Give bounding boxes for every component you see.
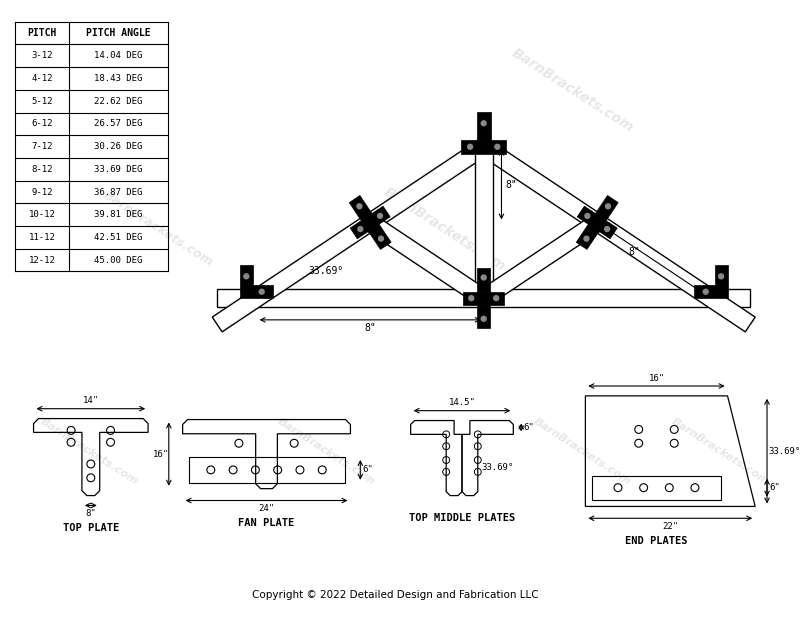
Text: PITCH ANGLE: PITCH ANGLE — [86, 28, 150, 38]
Text: 18.43 DEG: 18.43 DEG — [94, 74, 142, 83]
Polygon shape — [463, 292, 505, 305]
Text: 3-12: 3-12 — [31, 51, 53, 61]
Polygon shape — [461, 140, 506, 154]
Text: BarnBrackets.com: BarnBrackets.com — [532, 416, 633, 486]
Text: 39.81 DEG: 39.81 DEG — [94, 210, 142, 219]
Circle shape — [584, 236, 589, 241]
Circle shape — [259, 289, 264, 294]
Text: FAN PLATE: FAN PLATE — [238, 519, 294, 528]
Circle shape — [482, 121, 486, 125]
Text: 14.5": 14.5" — [449, 398, 475, 407]
Polygon shape — [576, 224, 599, 250]
Text: 16": 16" — [153, 450, 169, 459]
Text: 4-12: 4-12 — [31, 74, 53, 83]
Text: 14": 14" — [82, 396, 99, 405]
Text: 9-12: 9-12 — [31, 187, 53, 197]
Text: 6": 6" — [363, 465, 374, 475]
Text: 22": 22" — [662, 522, 678, 531]
Circle shape — [378, 236, 383, 241]
Text: 11-12: 11-12 — [29, 233, 55, 242]
Text: 12-12: 12-12 — [29, 256, 55, 265]
Text: BarnBrackets.com: BarnBrackets.com — [381, 184, 508, 274]
Polygon shape — [578, 206, 618, 239]
Text: TOP PLATE: TOP PLATE — [62, 523, 119, 533]
Text: 8": 8" — [629, 247, 641, 258]
Text: 14.04 DEG: 14.04 DEG — [94, 51, 142, 61]
Circle shape — [585, 213, 590, 218]
Text: 24": 24" — [258, 504, 274, 513]
Text: END PLATES: END PLATES — [626, 536, 688, 546]
Polygon shape — [366, 215, 489, 305]
Polygon shape — [478, 268, 490, 292]
Text: 6-12: 6-12 — [31, 119, 53, 129]
Circle shape — [378, 213, 382, 218]
Circle shape — [703, 289, 708, 294]
Polygon shape — [350, 195, 372, 221]
Polygon shape — [217, 289, 750, 307]
Polygon shape — [477, 112, 490, 140]
Text: 30.26 DEG: 30.26 DEG — [94, 142, 142, 151]
Text: 6": 6" — [770, 483, 780, 492]
Text: 45.00 DEG: 45.00 DEG — [94, 256, 142, 265]
Text: 8": 8" — [86, 509, 96, 518]
Text: BarnBrackets.com: BarnBrackets.com — [275, 416, 376, 486]
Circle shape — [495, 145, 500, 149]
Text: 7-12: 7-12 — [31, 142, 53, 151]
Text: BarnBrackets.com: BarnBrackets.com — [101, 188, 215, 269]
Polygon shape — [240, 265, 274, 298]
Text: 6": 6" — [524, 423, 534, 432]
Text: BarnBrackets.com: BarnBrackets.com — [644, 248, 758, 329]
Text: 10-12: 10-12 — [29, 210, 55, 219]
Circle shape — [469, 295, 474, 300]
Polygon shape — [350, 206, 390, 239]
Text: 5-12: 5-12 — [31, 96, 53, 106]
Polygon shape — [369, 224, 391, 250]
Polygon shape — [478, 215, 602, 305]
Circle shape — [494, 295, 498, 300]
Circle shape — [606, 204, 610, 209]
Text: 8": 8" — [506, 180, 518, 190]
Text: TOP MIDDLE PLATES: TOP MIDDLE PLATES — [409, 514, 515, 523]
Polygon shape — [595, 195, 618, 221]
Polygon shape — [478, 305, 490, 328]
Text: Copyright © 2022 Detailed Design and Fabrication LLC: Copyright © 2022 Detailed Design and Fab… — [251, 590, 538, 600]
Polygon shape — [212, 140, 489, 332]
Circle shape — [357, 204, 362, 209]
Text: 22.62 DEG: 22.62 DEG — [94, 96, 142, 106]
Text: BarnBrackets.com: BarnBrackets.com — [670, 416, 771, 486]
Text: PITCH: PITCH — [27, 28, 57, 38]
Text: 8": 8" — [364, 323, 376, 332]
Circle shape — [482, 316, 486, 321]
Text: 33.69°: 33.69° — [482, 464, 514, 472]
Text: 33.69°: 33.69° — [308, 266, 343, 276]
Circle shape — [718, 274, 723, 279]
Polygon shape — [478, 140, 755, 332]
Text: 42.51 DEG: 42.51 DEG — [94, 233, 142, 242]
Text: 8-12: 8-12 — [31, 165, 53, 174]
Text: 16": 16" — [648, 374, 665, 383]
Polygon shape — [475, 147, 493, 298]
Polygon shape — [694, 265, 727, 298]
Circle shape — [482, 275, 486, 280]
Circle shape — [244, 274, 249, 279]
Circle shape — [358, 227, 362, 232]
Text: 36.87 DEG: 36.87 DEG — [94, 187, 142, 197]
Text: BarnBrackets.com: BarnBrackets.com — [38, 416, 139, 486]
Text: 26.57 DEG: 26.57 DEG — [94, 119, 142, 129]
Text: 33.69°: 33.69° — [769, 447, 800, 455]
Text: BarnBrackets.com: BarnBrackets.com — [509, 46, 636, 135]
Text: 33.69 DEG: 33.69 DEG — [94, 165, 142, 174]
Circle shape — [468, 145, 473, 149]
Circle shape — [605, 227, 610, 232]
